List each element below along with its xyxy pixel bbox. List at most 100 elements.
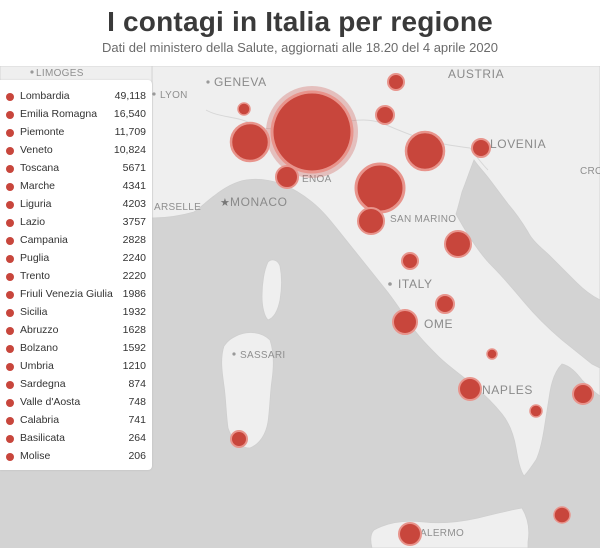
legend-region-value: 741 [128,414,146,426]
legend-region-name: Marche [20,180,56,192]
legend-region-name: Friuli Venezia Giulia [20,288,113,300]
legend-region-value: 11,709 [114,126,146,138]
legend-region-name: Umbria [20,360,54,372]
sardinia [221,332,274,449]
legend-region-value: 4341 [122,180,146,192]
place-san-marino: SAN MARINO [390,214,456,225]
bubble-bolzano[interactable] [387,73,405,91]
legend-dot-icon [6,381,14,389]
bubble-abruzzo[interactable] [435,294,455,314]
legend-dot-icon [6,255,14,263]
place-monaco: MONACO [230,195,288,209]
legend-dot-icon [6,291,14,299]
legend-region-value: 2240 [122,252,146,264]
legend-item: Sardegna 874 [6,376,146,394]
legend-region-value: 2220 [122,270,146,282]
legend-region-value: 49,118 [114,90,146,102]
legend-region-value: 4203 [122,198,146,210]
legend: Lombardia 49,118 Emilia Romagna 16,540 Piemo… [0,80,152,470]
legend-item: Lazio 3757 [6,214,146,232]
bubble-toscana[interactable] [357,207,385,235]
bubble-marche[interactable] [444,230,472,258]
legend-item: Molise 206 [6,448,146,466]
legend-item: Campania 2828 [6,232,146,250]
legend-region-name: Sardegna [20,378,66,390]
place-italy: ITALY [398,277,433,291]
bubble-basilicata[interactable] [529,404,543,418]
city-marker-limoges [30,70,34,74]
place-sassari: SASSARI [240,350,285,361]
legend-region-value: 16,540 [113,108,146,120]
legend-region-value: 1210 [122,360,146,372]
legend-item: Liguria 4203 [6,196,146,214]
legend-dot-icon [6,111,14,119]
chart-subtitle: Dati del ministero della Salute, aggiorn… [101,40,499,55]
bubble-puglia[interactable] [572,383,594,405]
bubble-sicilia[interactable] [398,522,422,546]
bubble-valle-daosta[interactable] [237,102,251,116]
legend-item: Puglia 2240 [6,250,146,268]
legend-item: Piemonte 11,709 [6,124,146,142]
star-icon: ★ [220,196,230,209]
legend-dot-icon [6,345,14,353]
legend-region-value: 1932 [122,306,146,318]
legend-item: Valle d'Aosta 748 [6,394,146,412]
bubble-veneto[interactable] [404,130,446,172]
bubble-calabria[interactable] [553,506,571,524]
bubbles [229,73,594,546]
bubble-sardegna[interactable] [230,430,248,448]
legend-item: Sicilia 1932 [6,304,146,322]
legend-region-name: Emilia Romagna [20,108,98,120]
legend-dot-icon [6,93,14,101]
legend-item: Abruzzo 1628 [6,322,146,340]
legend-region-value: 5671 [122,162,146,174]
place-slovenia: LOVENIA [490,137,546,151]
legend-region-name: Trento [20,270,50,282]
place-palermo: ALERMO [420,528,464,539]
legend-dot-icon [6,399,14,407]
city-marker-sassari [232,352,236,356]
legend-region-name: Calabria [20,414,60,426]
bubble-trento[interactable] [375,105,395,125]
chart-title: I contagi in Italia per regione [107,6,493,37]
legend-item: Marche 4341 [6,178,146,196]
place-naples: NAPLES [482,383,533,397]
bubble-molise[interactable] [486,348,498,360]
legend-item: Lombardia 49,118 [6,88,146,106]
legend-region-value: 1986 [122,288,146,300]
legend-region-value: 2828 [122,234,146,246]
legend-region-name: Campania [20,234,68,246]
bubble-friuli[interactable] [471,138,491,158]
legend-dot-icon [6,183,14,191]
legend-region-value: 1592 [122,342,146,354]
legend-region-name: Puglia [20,252,50,264]
place-rome: OME [424,317,453,331]
bubble-piemonte[interactable] [229,121,271,163]
place-marseille: ARSELLE [154,202,201,213]
bubble-umbria[interactable] [401,252,419,270]
legend-region-value: 206 [128,450,146,462]
legend-item: Bolzano 1592 [6,340,146,358]
bubble-campania[interactable] [458,377,482,401]
bubble-lazio[interactable] [392,309,418,335]
legend-region-name: Toscana [20,162,60,174]
bubble-liguria[interactable] [275,165,299,189]
legend-dot-icon [6,147,14,155]
legend-region-name: Veneto [20,144,53,156]
legend-dot-icon [6,219,14,227]
corsica [261,259,282,321]
legend-region-name: Sicilia [20,306,48,318]
legend-dot-icon [6,363,14,371]
legend-region-name: Molise [20,450,51,462]
place-geneva: GENEVA [214,75,267,89]
bubble-emilia-romagna[interactable] [354,162,406,214]
legend-item: Calabria 741 [6,412,146,430]
legend-region-name: Lombardia [20,90,70,102]
place-austria: AUSTRIA [448,67,504,81]
legend-region-name: Liguria [20,198,52,210]
legend-region-name: Basilicata [20,432,65,444]
legend-dot-icon [6,453,14,461]
legend-region-value: 264 [128,432,146,444]
city-marker-lyon [152,92,156,96]
bubble-lombardia[interactable] [270,90,354,174]
